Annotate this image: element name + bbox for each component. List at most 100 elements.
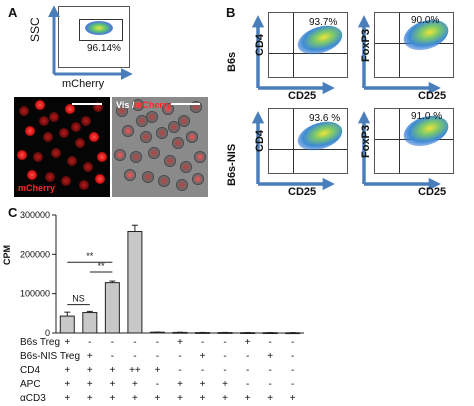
condition-value: - bbox=[65, 351, 69, 362]
cell-overlay bbox=[130, 151, 142, 163]
flow-x-label: mCherry bbox=[62, 78, 105, 90]
significance-label: NS bbox=[72, 294, 85, 304]
condition-value: + bbox=[86, 379, 93, 390]
condition-value: + bbox=[86, 351, 93, 362]
cell-fluorescent bbox=[33, 152, 43, 162]
condition-value: - bbox=[200, 337, 205, 348]
quadrant-v bbox=[293, 109, 294, 173]
condition-label: αCD3 bbox=[20, 393, 46, 404]
condition-value: + bbox=[109, 393, 116, 404]
condition-value: - bbox=[245, 365, 250, 376]
condition-value: - bbox=[245, 379, 250, 390]
condition-value: - bbox=[223, 351, 227, 362]
condition-value: + bbox=[199, 351, 206, 362]
condition-value: ++ bbox=[129, 365, 141, 376]
condition-value: + bbox=[199, 393, 206, 404]
condition-value: + bbox=[131, 393, 138, 404]
condition-value: - bbox=[155, 351, 160, 362]
cell-fluorescent bbox=[43, 132, 53, 142]
cell-overlay bbox=[132, 99, 144, 111]
plot-x-label: CD25 bbox=[288, 186, 317, 198]
cell-overlay bbox=[146, 111, 158, 123]
cell-fluorescent bbox=[79, 180, 89, 190]
row-label: B6s-NIS bbox=[226, 143, 238, 186]
bar-chart: 0 100000 200000 300000 NS ** ** bbox=[20, 210, 304, 338]
cell-overlay bbox=[194, 151, 206, 163]
population-cloud bbox=[85, 21, 113, 35]
cell-fluorescent bbox=[45, 172, 55, 182]
quadrant-percent: 90.0% bbox=[411, 15, 440, 26]
cell-overlay bbox=[178, 115, 190, 127]
flow-percent: 96.14% bbox=[87, 43, 121, 54]
condition-value: - bbox=[178, 365, 182, 376]
condition-value: - bbox=[291, 379, 295, 390]
condition-value: + bbox=[289, 393, 296, 404]
cell-overlay bbox=[192, 173, 204, 185]
condition-label: CD4 bbox=[20, 365, 41, 376]
flow-plot: 90.0% bbox=[374, 12, 454, 78]
cell-overlay bbox=[116, 105, 128, 117]
axis-arrows bbox=[357, 111, 441, 191]
plot-y-label: CD4 bbox=[254, 33, 266, 56]
micrograph-overlay: Vis /mCherry bbox=[112, 97, 208, 197]
cell-fluorescent bbox=[49, 112, 59, 122]
micrograph-mcherry: mCherry bbox=[14, 97, 110, 197]
cell-fluorescent bbox=[51, 148, 61, 158]
cell-fluorescent bbox=[19, 106, 29, 116]
scale-bar-right bbox=[170, 103, 200, 105]
axis-arrows bbox=[251, 111, 335, 191]
cell-fluorescent bbox=[97, 152, 107, 162]
condition-value: - bbox=[291, 351, 295, 362]
condition-value: + bbox=[222, 393, 228, 404]
significance-label: ** bbox=[86, 251, 94, 261]
condition-value: + bbox=[64, 379, 71, 390]
condition-value: + bbox=[244, 393, 251, 404]
cell-fluorescent bbox=[65, 104, 75, 114]
panel-letter-c: C bbox=[8, 205, 18, 220]
condition-value: - bbox=[223, 337, 227, 348]
cell-fluorescent bbox=[59, 128, 69, 138]
plot-y-label: FoxP3 bbox=[360, 28, 372, 62]
condition-value: - bbox=[110, 351, 115, 362]
plot-x-label: CD25 bbox=[288, 90, 317, 102]
flow-axis-arrows bbox=[48, 5, 133, 80]
condition-value: - bbox=[155, 379, 160, 390]
condition-value: - bbox=[178, 351, 182, 362]
condition-value: + bbox=[86, 365, 93, 376]
cell-overlay bbox=[142, 171, 154, 183]
condition-value: - bbox=[200, 365, 205, 376]
condition-value: + bbox=[199, 379, 206, 390]
cell-overlay bbox=[156, 127, 168, 139]
plot-x-label: CD25 bbox=[418, 90, 447, 102]
condition-value: - bbox=[268, 337, 272, 348]
panel-letter-b: B bbox=[226, 5, 236, 20]
quadrant-v bbox=[399, 13, 400, 77]
condition-value: + bbox=[154, 365, 161, 376]
cell-overlay bbox=[168, 121, 180, 133]
condition-value: - bbox=[245, 351, 250, 362]
chart-y-label: CPM bbox=[2, 245, 12, 265]
cell-fluorescent bbox=[17, 150, 27, 160]
condition-value: + bbox=[131, 379, 138, 390]
cell-fluorescent bbox=[27, 170, 37, 180]
flow-plot-a: 96.14% bbox=[58, 6, 130, 68]
condition-value: - bbox=[291, 337, 295, 348]
condition-value: + bbox=[222, 379, 228, 390]
significance-label: ** bbox=[98, 261, 106, 271]
panel-letter-a: A bbox=[8, 5, 18, 20]
cell-overlay bbox=[186, 131, 198, 143]
condition-value: - bbox=[110, 337, 115, 348]
condition-value: + bbox=[109, 365, 116, 376]
cell-overlay bbox=[180, 161, 192, 173]
cell-fluorescent bbox=[83, 162, 93, 172]
condition-value: + bbox=[64, 365, 71, 376]
plot-y-label: FoxP3 bbox=[360, 124, 372, 158]
cell-fluorescent bbox=[71, 122, 81, 132]
cell-overlay bbox=[176, 179, 188, 191]
quadrant-percent: 91.0 % bbox=[411, 111, 443, 122]
condition-value: - bbox=[268, 365, 272, 376]
plot-y-label: CD4 bbox=[254, 129, 266, 152]
cell-overlay bbox=[172, 137, 184, 149]
cell-fluorescent bbox=[67, 156, 77, 166]
y-tick-label: 300000 bbox=[20, 210, 50, 220]
